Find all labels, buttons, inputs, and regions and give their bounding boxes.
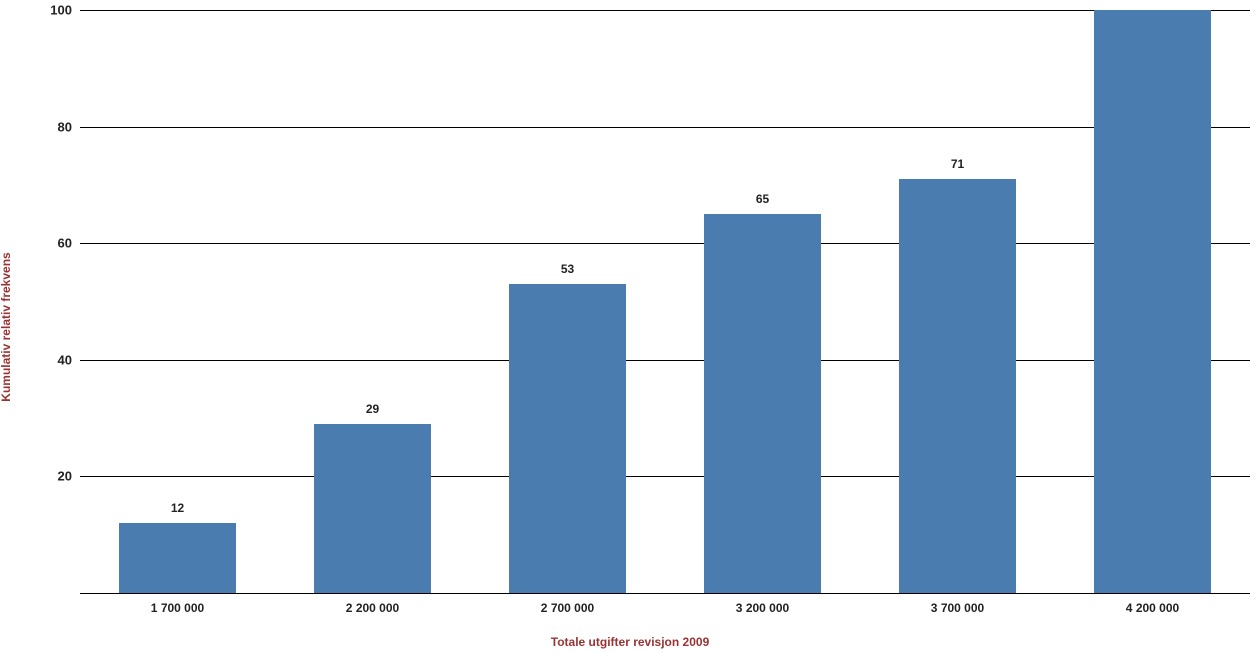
x-tick-label: 2 700 000 [541, 593, 594, 615]
bar [899, 179, 1016, 593]
y-tick-label: 40 [58, 352, 80, 367]
bar [704, 214, 821, 593]
bar-value-label: 71 [951, 157, 964, 175]
bar-slot: 1004 200 000 [1055, 10, 1250, 593]
bar-value-label: 53 [561, 262, 574, 280]
x-axis-label: Totale utgifter revisjon 2009 [0, 635, 1260, 649]
bar [314, 424, 431, 593]
y-tick-label: 60 [58, 236, 80, 251]
bar-slot: 532 700 000 [470, 10, 665, 593]
bar-slot: 292 200 000 [275, 10, 470, 593]
bar [1094, 10, 1211, 593]
bar-value-label: 12 [171, 501, 184, 519]
bar [509, 284, 626, 593]
bar-value-label: 29 [366, 402, 379, 420]
x-tick-label: 4 200 000 [1126, 593, 1179, 615]
bar [119, 523, 236, 593]
x-tick-label: 3 200 000 [736, 593, 789, 615]
x-tick-label: 1 700 000 [151, 593, 204, 615]
bar-slot: 713 700 000 [860, 10, 1055, 593]
y-tick-label: 80 [58, 119, 80, 134]
x-tick-label: 3 700 000 [931, 593, 984, 615]
x-tick-label: 2 200 000 [346, 593, 399, 615]
y-tick-label: 20 [58, 469, 80, 484]
bar-value-label: 65 [756, 192, 769, 210]
y-axis-label: Kumulativ relativ frekvens [0, 252, 13, 401]
y-tick-label: 100 [50, 3, 80, 18]
bar-slot: 653 200 000 [665, 10, 860, 593]
bar-slot: 121 700 000 [80, 10, 275, 593]
bar-value-label: 100 [1142, 0, 1162, 6]
bar-chart: Kumulativ relativ frekvens Totale utgift… [0, 0, 1260, 653]
plot-area: 20406080100121 700 000292 200 000532 700… [80, 10, 1250, 593]
